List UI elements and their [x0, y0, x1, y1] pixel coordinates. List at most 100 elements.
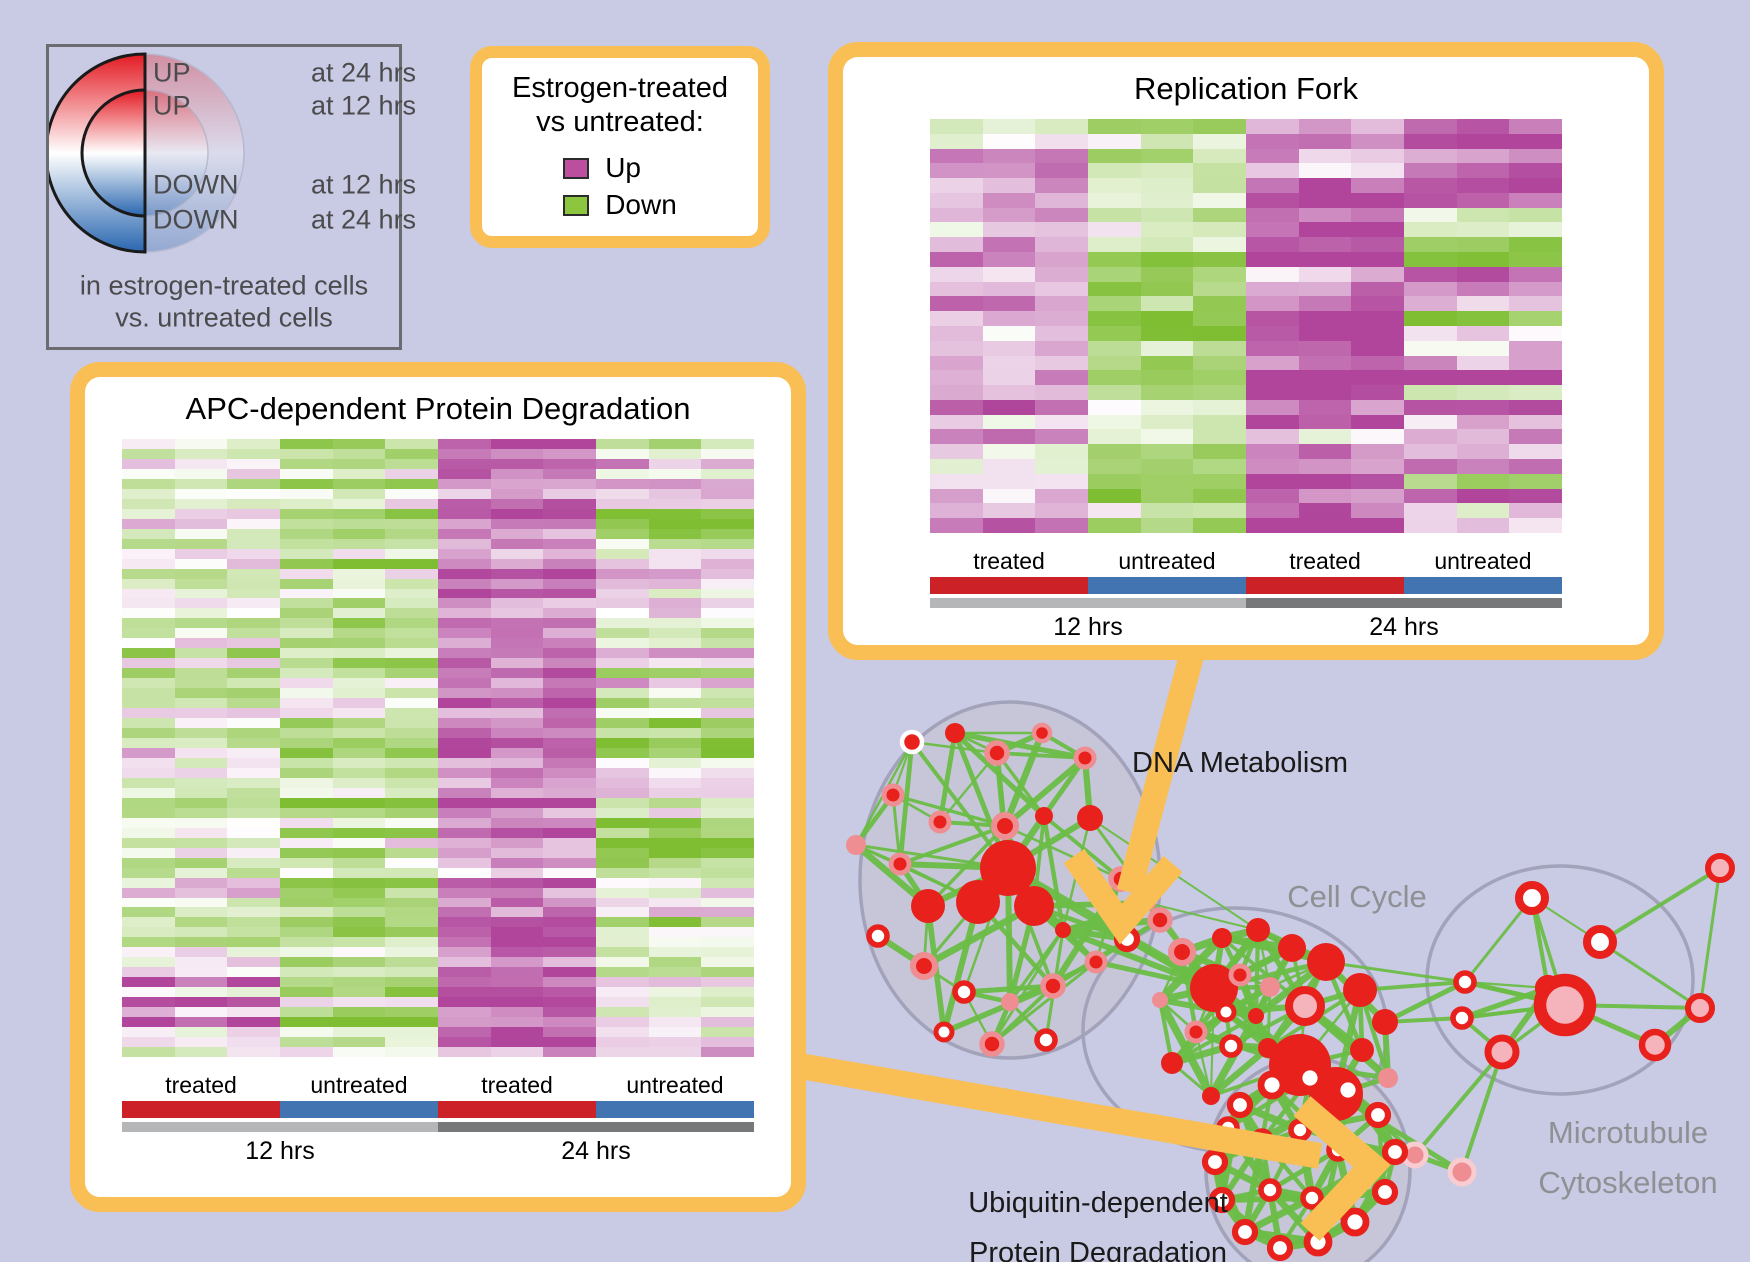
network-node [1201, 1148, 1229, 1176]
heatmap-cell [174, 777, 228, 788]
heatmap-cell [490, 728, 544, 739]
heatmap-cell [332, 668, 386, 679]
heatmap-cell [1193, 178, 1246, 193]
heatmap-cell [1509, 518, 1562, 533]
heatmap-cell [122, 807, 175, 818]
heatmap-cell [227, 538, 280, 549]
heatmap-cell [122, 508, 175, 519]
heatmap-cell [930, 488, 983, 504]
heatmap-cell [332, 1047, 386, 1057]
rf-untreated-12-label: untreated [1118, 548, 1216, 574]
network-node [1300, 1186, 1324, 1210]
cluster-ellipse-mt [1425, 864, 1695, 1096]
heatmap-cell [227, 598, 280, 609]
heatmap-cell [543, 1017, 596, 1028]
heatmap-cell [1193, 429, 1246, 445]
heatmap-cell [385, 967, 438, 978]
heatmap-cell [648, 1047, 702, 1057]
heatmap-cell [1193, 370, 1246, 386]
heatmap-cell [543, 1027, 596, 1038]
heatmap-cell [1456, 222, 1510, 238]
heatmap-cell [227, 827, 280, 838]
heatmap-cell [596, 977, 649, 988]
heatmap-cell [490, 578, 544, 589]
heatmap-cell [490, 787, 544, 798]
heatmap-cell [280, 668, 333, 679]
heatmap-cell [174, 558, 228, 569]
heatmap-cell [227, 1007, 280, 1018]
heatmap-cell [648, 977, 702, 988]
heatmap-cell [1088, 222, 1141, 238]
heatmap-cell [701, 907, 754, 918]
heatmap-cell [701, 528, 754, 539]
heatmap-cell [1088, 133, 1141, 149]
heatmap-cell [1509, 119, 1562, 134]
heatmap-cell [1351, 252, 1404, 267]
heatmap-cell [648, 508, 702, 519]
heatmap-cell [1193, 444, 1246, 460]
heatmap-cell [122, 618, 175, 629]
heatmap-cell [332, 897, 386, 908]
heatmap-cell [122, 957, 175, 968]
heatmap-cell [490, 458, 544, 469]
legend-time-down-12: at 12 hrs [311, 169, 417, 200]
heatmap-cell [701, 887, 754, 898]
heatmap-cell [438, 1017, 491, 1028]
network-node [1055, 922, 1071, 938]
heatmap-cell [385, 508, 438, 519]
heatmap-cell [332, 1007, 386, 1018]
network-node [1077, 805, 1103, 831]
heatmap-cell [648, 688, 702, 699]
heatmap-cell [1246, 325, 1299, 341]
heatmap-cell [1404, 518, 1457, 533]
heatmap-cell [385, 458, 438, 469]
heatmap-cell [490, 757, 544, 768]
heatmap-cell [648, 678, 702, 689]
heatmap-cell [438, 967, 491, 978]
heatmap-cell [1193, 325, 1246, 341]
heatmap-cell [1456, 325, 1510, 341]
heatmap-cell [122, 608, 175, 619]
heatmap-cell [701, 957, 754, 968]
heatmap-cell [1404, 459, 1457, 474]
apc-treated-12-label: treated [165, 1072, 237, 1098]
heatmap-cell [385, 618, 438, 629]
network-node [1295, 1063, 1325, 1093]
heatmap-cell [122, 797, 175, 808]
heatmap-cell [1404, 370, 1457, 386]
heatmap-cell [174, 728, 228, 739]
heatmap-cell [982, 237, 1036, 253]
heatmap-cell [543, 688, 596, 699]
heatmap-cell [332, 937, 386, 948]
heatmap-cell [490, 608, 544, 619]
heatmap-cell [438, 867, 491, 878]
heatmap-cell [490, 668, 544, 679]
heatmap-cell [701, 538, 754, 549]
heatmap-cell [385, 568, 438, 579]
heatmap-cell [1351, 414, 1404, 430]
heatmap-cell [596, 468, 649, 479]
heatmap-cell [280, 757, 333, 768]
heatmap-cell [385, 997, 438, 1008]
heatmap-cell [1246, 399, 1299, 415]
network-node [979, 1031, 1005, 1057]
heatmap-cell [174, 748, 228, 758]
heatmap-cell [543, 548, 596, 559]
heatmap-cell [1456, 163, 1510, 179]
heatmap-cell [648, 797, 702, 808]
heatmap-cell [280, 877, 333, 888]
heatmap-cell [332, 797, 386, 808]
heatmap-cell [490, 548, 544, 559]
color-key-item-up: Up [563, 152, 677, 184]
heatmap-cell [280, 608, 333, 619]
heatmap-cell [1193, 311, 1246, 326]
network-node [928, 810, 952, 834]
heatmap-cell [1140, 355, 1194, 371]
heatmap-cell [543, 728, 596, 739]
heatmap-cell [490, 1007, 544, 1018]
heatmap-cell [930, 518, 983, 533]
heatmap-cell [174, 588, 228, 599]
heatmap-cell [332, 817, 386, 828]
bar-24hrs [438, 1122, 754, 1132]
network-node [1040, 973, 1066, 999]
